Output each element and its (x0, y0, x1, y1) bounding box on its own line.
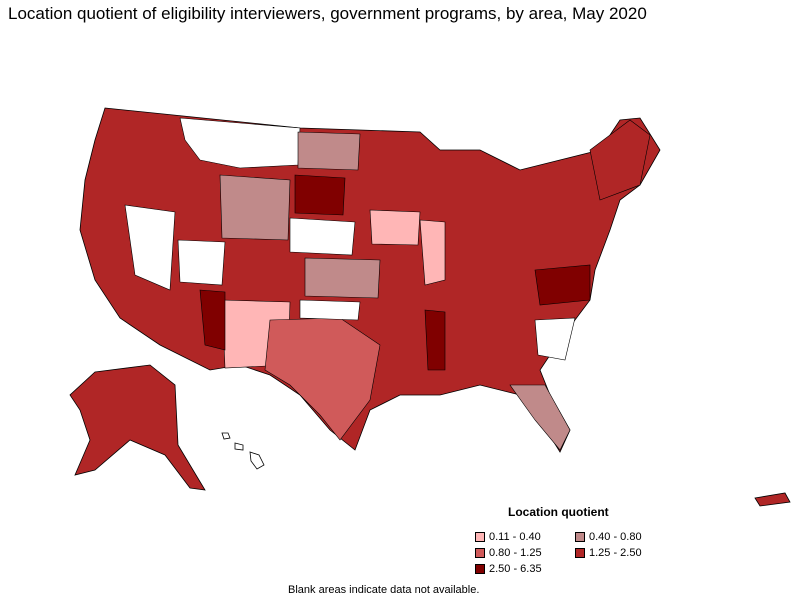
legend-swatch (475, 548, 485, 558)
virginia-dark-region (534, 264, 591, 306)
legend-label: 0.40 - 0.80 (589, 531, 642, 543)
hawaii-shape (221, 432, 265, 470)
footnote: Blank areas indicate data not available. (288, 584, 480, 596)
legend-item-2: 0.40 - 0.80 (575, 531, 642, 543)
legend-label: 0.11 - 0.40 (489, 531, 541, 543)
legend-swatch (475, 532, 485, 542)
legend-swatch (575, 532, 585, 542)
legend-item-5: 2.50 - 6.35 (475, 563, 542, 575)
legend-item-3: 0.80 - 1.25 (475, 547, 542, 559)
nebraska-blank-region (289, 217, 356, 256)
puerto-rico-shape (754, 492, 791, 507)
legend-item-1: 0.11 - 0.40 (475, 531, 541, 543)
illinois-region (419, 219, 446, 286)
texas-region (264, 317, 381, 441)
florida-region (509, 384, 571, 451)
map-title: Location quotient of eligibility intervi… (8, 4, 647, 23)
north-dakota-region (297, 131, 361, 171)
nevada-blank-region (124, 204, 176, 291)
carolina-blank-region (534, 317, 576, 361)
legend-label: 2.50 - 6.35 (489, 563, 542, 575)
south-dakota-dark-region (294, 174, 346, 216)
mississippi-dark-region (424, 309, 446, 371)
new-england-region (589, 119, 651, 201)
utah-blank-region (177, 239, 226, 286)
legend-title: Location quotient (508, 505, 609, 519)
legend-label: 1.25 - 2.50 (589, 547, 642, 559)
kansas-region (304, 257, 381, 299)
oklahoma-blank-region (299, 299, 361, 321)
wyoming-region (219, 174, 291, 241)
alaska-shape (69, 364, 206, 491)
montana-blank-region (179, 117, 301, 169)
arizona-dark-region (199, 289, 226, 351)
legend-swatch (575, 548, 585, 558)
legend-item-4: 1.25 - 2.50 (575, 547, 642, 559)
legend-label: 0.80 - 1.25 (489, 547, 542, 559)
legend-swatch (475, 564, 485, 574)
iowa-region (369, 209, 421, 246)
